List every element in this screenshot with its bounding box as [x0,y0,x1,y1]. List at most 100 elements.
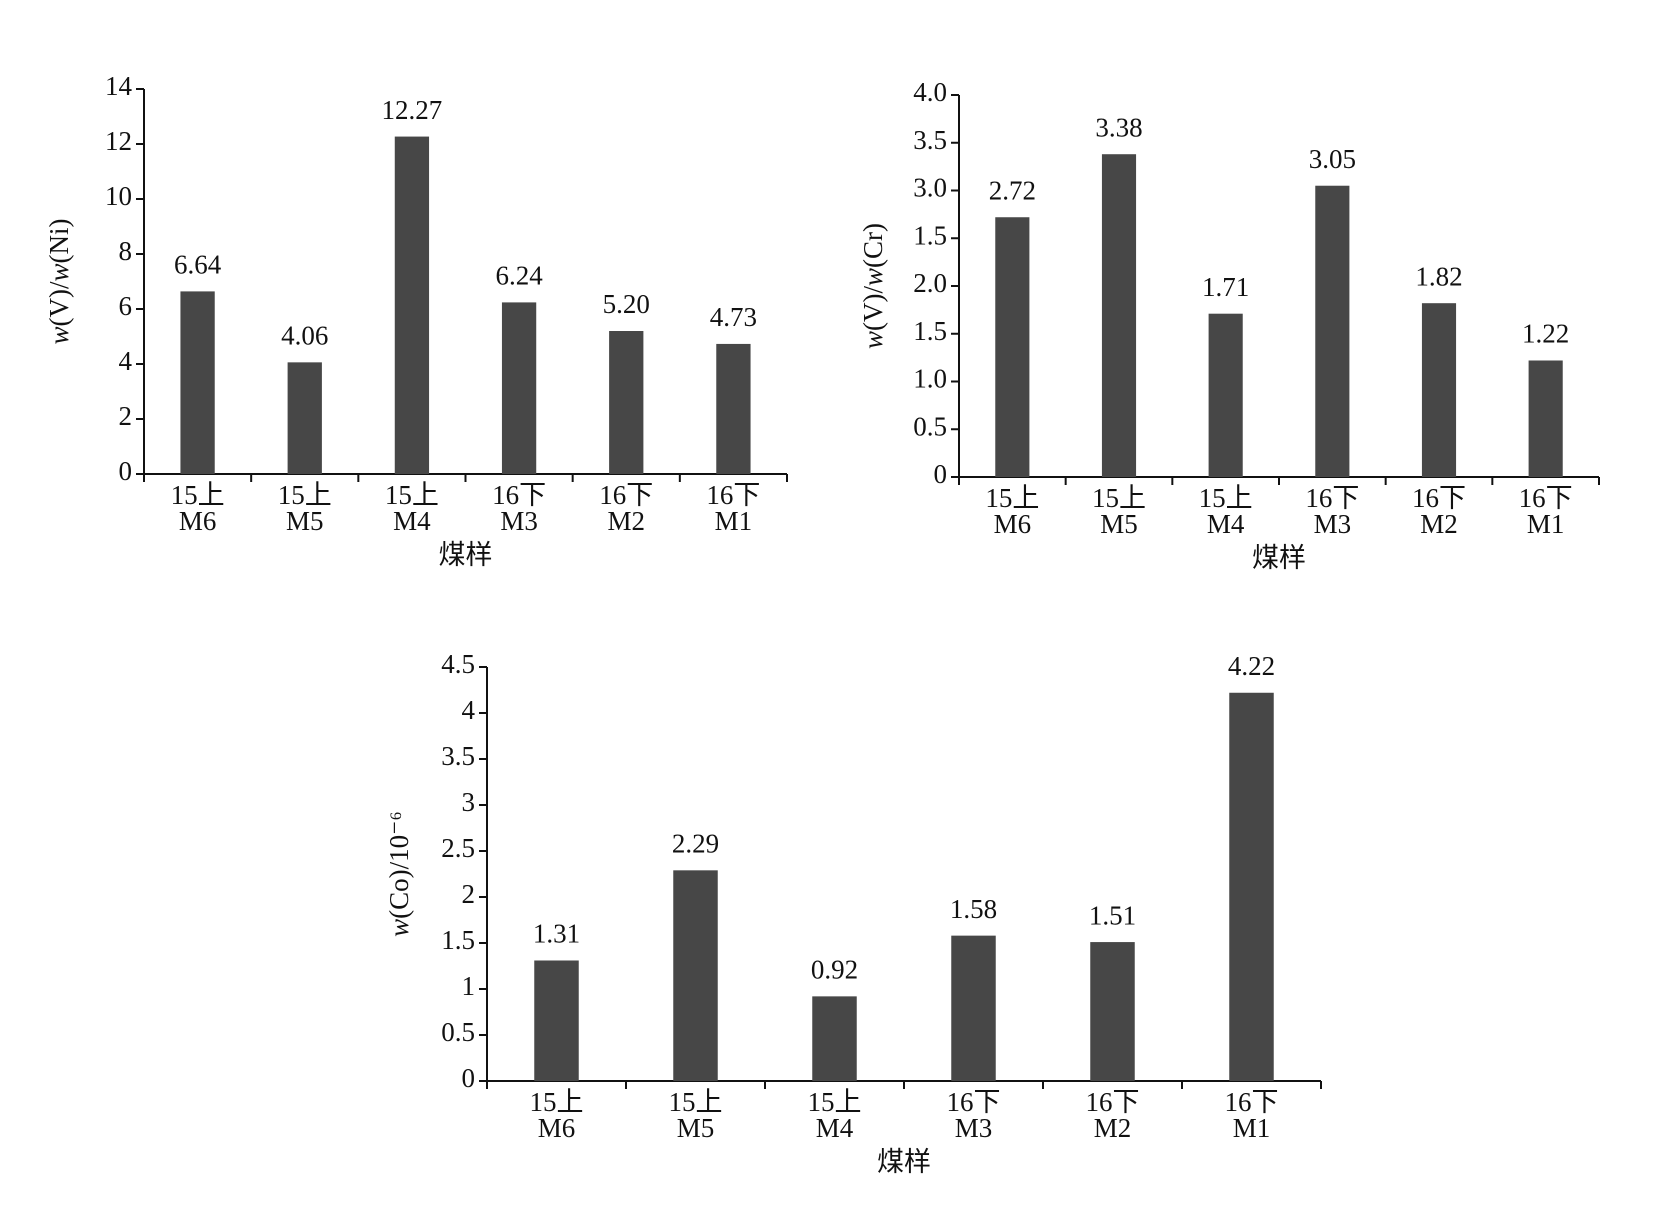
y-tick-label: 8 [119,236,133,266]
x-tick-label: M1 [715,506,753,536]
value-label: 4.22 [1228,651,1275,681]
y-tick-label: 3 [462,787,476,817]
x-tick-label: 16下 [1412,483,1466,513]
y-axis-label: w(Co)/10⁻⁶ [384,811,414,937]
value-label: 1.22 [1522,319,1569,349]
x-tick-label: M3 [1314,509,1352,539]
y-tick-label: 2.5 [441,833,475,863]
value-label: 12.27 [382,95,443,125]
value-label: 3.05 [1309,144,1356,174]
x-tick-label: 15上 [669,1087,723,1117]
bar [1528,360,1563,477]
y-tick-label: 3.0 [913,173,947,203]
bar [1090,942,1135,1081]
x-tick-label: M2 [1420,509,1458,539]
bar [1421,303,1457,477]
bar [287,362,322,474]
x-tick-label: M6 [994,509,1032,539]
y-tick-label: 1 [462,971,476,1001]
y-tick-label: 2.0 [913,268,947,298]
value-label: 4.73 [710,302,757,332]
y-tick-label: 1.5 [913,220,947,250]
value-label: 0.92 [811,955,858,985]
bar [1315,185,1350,477]
bar [394,136,430,474]
value-label: 1.82 [1415,261,1462,291]
value-label: 2.72 [989,175,1036,205]
y-tick-label: 6 [119,291,133,321]
bar [501,302,537,474]
x-tick-label: 15上 [1092,483,1146,513]
y-tick-label: 10 [105,181,132,211]
y-tick-label: 12 [105,126,132,156]
y-tick-label: 1.5 [441,925,475,955]
value-label: 2.29 [672,829,719,859]
bar [951,935,996,1081]
x-axis-label: 煤样 [877,1147,931,1177]
y-axis-label: w(V)/w(Cr) [858,223,888,349]
y-tick-label: 14 [105,71,133,101]
value-label: 4.06 [281,321,328,351]
x-tick-label: M6 [538,1113,576,1143]
y-tick-label: 2 [119,401,133,431]
x-tick-label: 16下 [706,480,760,510]
x-tick-label: 15上 [385,480,439,510]
bar [673,870,718,1081]
x-tick-label: 16下 [947,1087,1001,1117]
value-label: 1.58 [950,894,997,924]
value-label: 1.71 [1202,272,1249,302]
y-tick-label: 0 [934,459,948,489]
x-tick-label: 15上 [278,480,332,510]
bar [812,996,857,1081]
bar [1208,313,1243,477]
x-tick-label: 15上 [985,483,1039,513]
x-tick-label: M4 [1207,509,1245,539]
value-label: 1.31 [533,919,580,949]
x-axis-label: 煤样 [439,540,493,570]
bar [1101,154,1137,477]
bar [534,960,579,1081]
x-axis-label: 煤样 [1252,543,1306,573]
value-label: 1.51 [1089,900,1136,930]
y-tick-label: 4 [119,346,133,376]
y-tick-label: 1.5 [913,316,947,346]
y-tick-label: 0.5 [441,1017,475,1047]
y-tick-label: 4 [462,695,476,725]
y-tick-label: 2 [462,879,476,909]
y-tick-label: 3.5 [913,125,947,155]
x-tick-label: M4 [393,506,431,536]
bar [609,331,644,474]
x-tick-label: M3 [955,1113,993,1143]
x-tick-label: 15上 [530,1087,584,1117]
bar [180,291,215,474]
value-label: 6.64 [174,250,222,280]
y-tick-label: 0 [119,456,133,486]
x-tick-label: 16下 [599,480,653,510]
value-label: 5.20 [603,289,650,319]
x-tick-label: M5 [1100,509,1138,539]
y-axis-label: w(V)/w(Ni) [44,219,74,345]
x-tick-label: 16下 [1305,483,1359,513]
bar [1229,692,1274,1081]
x-tick-label: M5 [286,506,324,536]
x-tick-label: 16下 [1225,1087,1279,1117]
x-tick-label: 15上 [1199,483,1253,513]
x-tick-label: M1 [1233,1113,1271,1143]
x-tick-label: M5 [677,1113,715,1143]
x-tick-label: 15上 [171,480,225,510]
y-tick-label: 3.5 [441,741,475,771]
x-tick-label: 15上 [808,1087,862,1117]
y-tick-label: 0.5 [913,411,947,441]
y-tick-label: 0 [462,1063,476,1093]
x-tick-label: M2 [1094,1113,1132,1143]
y-tick-label: 1.0 [913,364,947,394]
value-label: 6.24 [495,261,543,291]
x-tick-label: M4 [816,1113,854,1143]
y-tick-label: 4.5 [441,649,475,679]
x-tick-label: M3 [500,506,538,536]
x-tick-label: 16下 [1519,483,1573,513]
bar [716,343,751,474]
x-tick-label: M6 [179,506,217,536]
value-label: 3.38 [1095,112,1142,142]
